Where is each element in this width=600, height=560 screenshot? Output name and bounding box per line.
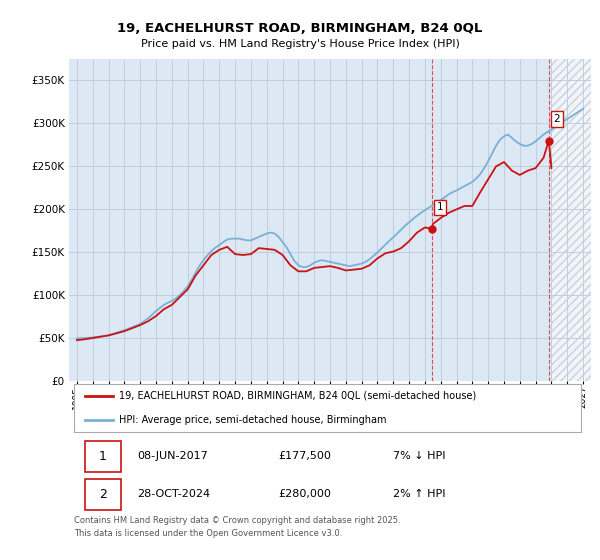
Text: Price paid vs. HM Land Registry's House Price Index (HPI): Price paid vs. HM Land Registry's House … — [140, 39, 460, 49]
Text: 7% ↓ HPI: 7% ↓ HPI — [392, 451, 445, 461]
Text: 2% ↑ HPI: 2% ↑ HPI — [392, 489, 445, 499]
FancyBboxPatch shape — [85, 479, 121, 510]
Text: 19, EACHELHURST ROAD, BIRMINGHAM, B24 0QL: 19, EACHELHURST ROAD, BIRMINGHAM, B24 0Q… — [118, 22, 482, 35]
Text: Contains HM Land Registry data © Crown copyright and database right 2025.
This d: Contains HM Land Registry data © Crown c… — [74, 516, 401, 538]
Text: 1: 1 — [436, 202, 443, 212]
Bar — [551, 59, 591, 381]
FancyBboxPatch shape — [74, 384, 581, 432]
Text: 1: 1 — [99, 450, 107, 463]
Text: 08-JUN-2017: 08-JUN-2017 — [137, 451, 208, 461]
Text: HPI: Average price, semi-detached house, Birmingham: HPI: Average price, semi-detached house,… — [119, 415, 386, 425]
Text: 28-OCT-2024: 28-OCT-2024 — [137, 489, 210, 499]
FancyBboxPatch shape — [85, 441, 121, 472]
Text: £177,500: £177,500 — [278, 451, 331, 461]
Text: 2: 2 — [553, 114, 560, 124]
Text: 2: 2 — [99, 488, 107, 501]
Text: 19, EACHELHURST ROAD, BIRMINGHAM, B24 0QL (semi-detached house): 19, EACHELHURST ROAD, BIRMINGHAM, B24 0Q… — [119, 391, 476, 401]
Text: £280,000: £280,000 — [278, 489, 331, 499]
